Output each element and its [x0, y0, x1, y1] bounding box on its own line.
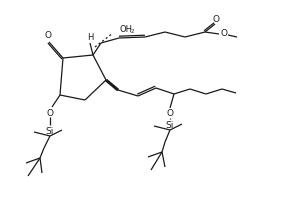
Text: O: O	[46, 109, 54, 118]
Text: O: O	[213, 15, 219, 24]
Text: 2: 2	[131, 29, 134, 34]
Text: OH: OH	[120, 26, 133, 35]
Text: O: O	[221, 28, 227, 37]
Text: Si: Si	[46, 126, 54, 135]
Text: O: O	[44, 31, 52, 40]
Text: Si: Si	[166, 120, 174, 130]
Text: O: O	[166, 109, 174, 119]
Text: H: H	[87, 33, 93, 42]
